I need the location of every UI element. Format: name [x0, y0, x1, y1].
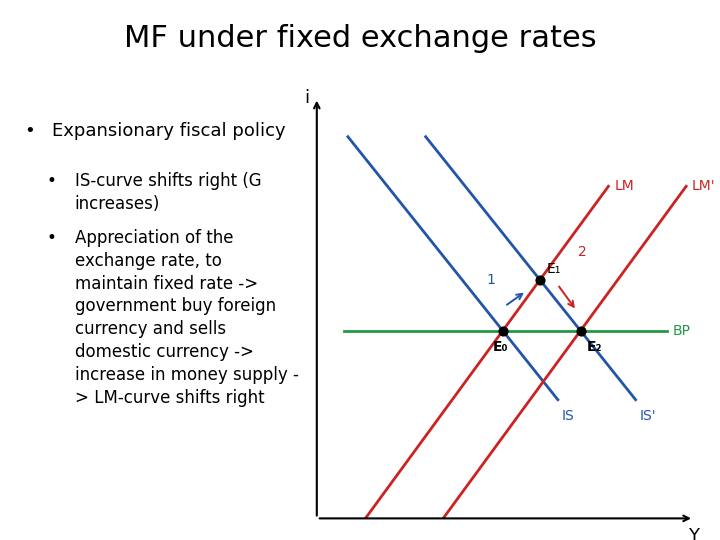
Text: IS-curve shifts right (G
increases): IS-curve shifts right (G increases)	[75, 172, 261, 213]
Text: MF under fixed exchange rates: MF under fixed exchange rates	[124, 24, 596, 53]
Text: 2: 2	[578, 245, 587, 259]
Text: E₀: E₀	[493, 340, 508, 354]
Text: LM': LM'	[692, 179, 716, 193]
Text: LM: LM	[614, 179, 634, 193]
Text: Y: Y	[688, 527, 699, 540]
Text: IS': IS'	[639, 409, 656, 423]
Text: Appreciation of the
exchange rate, to
maintain fixed rate ->
government buy fore: Appreciation of the exchange rate, to ma…	[75, 229, 299, 407]
Point	[497, 326, 508, 335]
Text: E₁: E₁	[546, 262, 561, 276]
Text: •: •	[46, 172, 56, 190]
Text: BP: BP	[672, 323, 690, 338]
Text: •: •	[24, 122, 35, 140]
Text: Expansionary fiscal policy: Expansionary fiscal policy	[53, 122, 286, 140]
Point	[534, 275, 546, 284]
Text: •: •	[46, 229, 56, 247]
Text: 1: 1	[487, 273, 495, 287]
Text: i: i	[305, 89, 310, 107]
Point	[575, 326, 586, 335]
Text: IS: IS	[562, 409, 575, 423]
Text: E₂: E₂	[586, 340, 602, 354]
